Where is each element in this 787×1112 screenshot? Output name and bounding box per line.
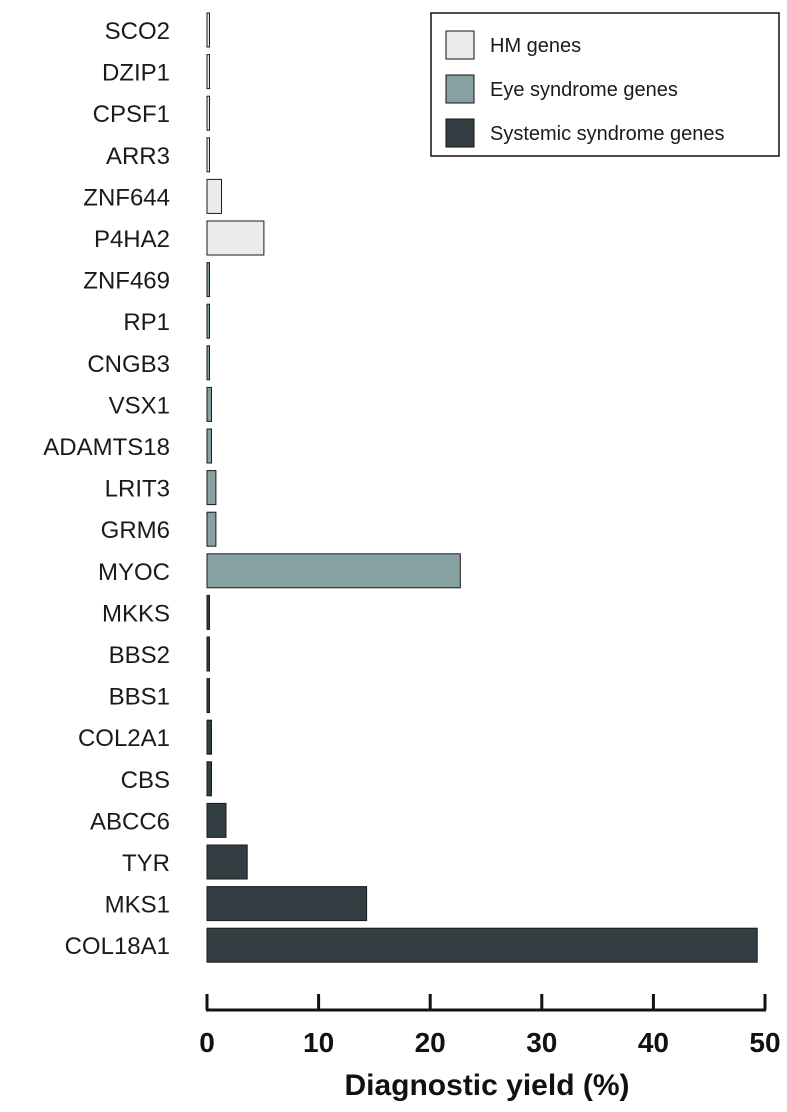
category-label-p4ha2: P4HA2 — [94, 226, 170, 253]
bars-layer — [206, 12, 758, 963]
bar-bbs1 — [206, 678, 210, 714]
category-label-abcc6: ABCC6 — [90, 808, 170, 835]
category-label-dzip1: DZIP1 — [102, 60, 170, 87]
bar-abcc6 — [206, 802, 227, 838]
legend-label-2: Eye syndrome genes — [490, 79, 678, 101]
bar-mks1 — [206, 886, 368, 922]
category-label-col2a1: COL2A1 — [78, 725, 170, 752]
legend-label-1: HM genes — [490, 35, 581, 57]
bar-lrit3 — [206, 470, 217, 506]
category-label-znf644: ZNF644 — [83, 184, 170, 211]
category-label-grm6: GRM6 — [101, 517, 170, 544]
x-axis: 0 10 20 30 40 50 — [199, 994, 781, 1058]
x-tick-label-10: 10 — [303, 1027, 334, 1058]
x-axis-title: Diagnostic yield (%) — [344, 1069, 629, 1102]
category-label-col18a1: COL18A1 — [65, 933, 170, 960]
legend-swatch-2 — [445, 74, 475, 104]
bar-znf644 — [206, 178, 222, 214]
category-labels: SCO2 DZIP1 CPSF1 ARR3 ZNF644 P4HA2 ZNF469 RP1 CN… — [43, 18, 170, 960]
bar-p4ha2 — [206, 220, 265, 256]
category-label-cngb3: CNGB3 — [87, 351, 170, 378]
category-label-sco2: SCO2 — [105, 18, 170, 45]
bar-rp1 — [206, 303, 210, 339]
bar-myoc — [206, 553, 461, 589]
bar-col2a1 — [206, 719, 212, 755]
bar-bbs2 — [206, 636, 210, 672]
category-label-znf469: ZNF469 — [83, 268, 170, 295]
x-tick-label-40: 40 — [638, 1027, 669, 1058]
bar-tyr — [206, 844, 248, 880]
legend-box — [430, 12, 780, 157]
bar-dzip1 — [206, 54, 210, 90]
category-label-vsx1: VSX1 — [109, 392, 170, 419]
bar-mkks — [206, 594, 210, 630]
bar-cpsf1 — [206, 95, 210, 131]
x-tick-label-50: 50 — [749, 1027, 780, 1058]
bar-col18a1 — [206, 927, 758, 963]
legend-swatch-1 — [445, 30, 475, 60]
x-tick-label-30: 30 — [526, 1027, 557, 1058]
category-label-cpsf1: CPSF1 — [93, 101, 170, 128]
bar-cbs — [206, 761, 212, 797]
bar-vsx1 — [206, 386, 212, 422]
category-label-cbs: CBS — [121, 767, 170, 794]
bar-znf469 — [206, 262, 210, 298]
category-label-bbs2: BBS2 — [109, 642, 170, 669]
bar-cngb3 — [206, 345, 210, 381]
x-tick-label-20: 20 — [415, 1027, 446, 1058]
category-label-tyr: TYR — [122, 850, 170, 877]
category-label-rp1: RP1 — [123, 309, 170, 336]
category-label-mks1: MKS1 — [105, 892, 170, 919]
x-tick-label-0: 0 — [199, 1027, 215, 1058]
bar-grm6 — [206, 511, 217, 547]
legend-swatch-3 — [445, 118, 475, 148]
category-label-arr3: ARR3 — [106, 143, 170, 170]
legend-label-3: Systemic syndrome genes — [490, 123, 725, 145]
category-label-mkks: MKKS — [102, 600, 170, 627]
category-label-lrit3: LRIT3 — [105, 476, 170, 503]
bar-adamts18 — [206, 428, 212, 464]
category-label-adamts18: ADAMTS18 — [43, 434, 170, 461]
legend: HM genes Eye syndrome genes Systemic syndr… — [430, 12, 780, 157]
category-label-myoc: MYOC — [98, 559, 170, 586]
category-label-bbs1: BBS1 — [109, 684, 170, 711]
bar-sco2 — [206, 12, 210, 48]
bar-arr3 — [206, 137, 210, 173]
